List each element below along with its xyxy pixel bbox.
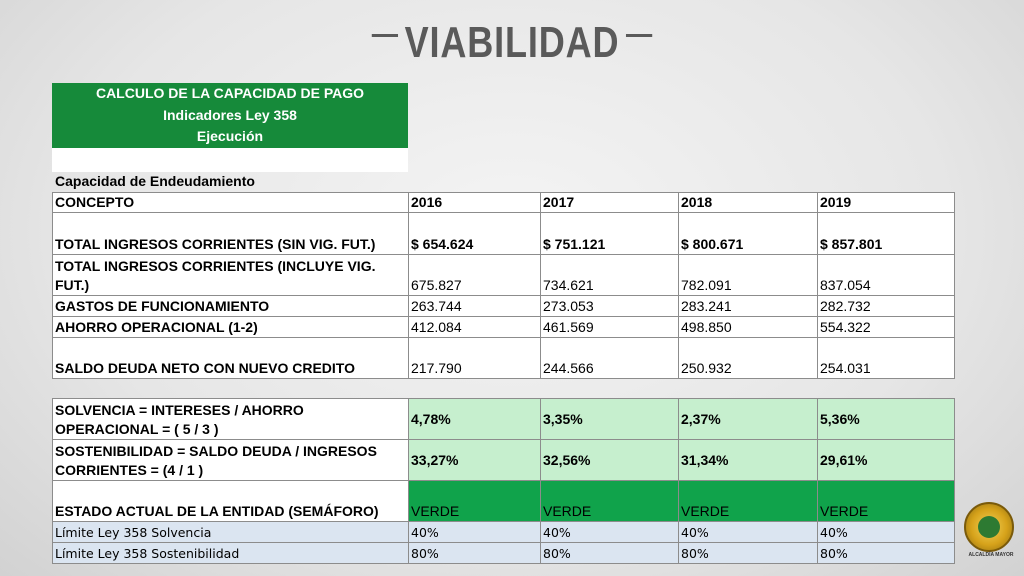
header-year: 2017 [540, 192, 679, 213]
seal-line-1: ALCALDÍA MAYOR [968, 552, 1014, 558]
row-value: 217.790 [408, 337, 541, 379]
city-seal-logo [964, 502, 1014, 552]
status-badge: VERDE [540, 480, 679, 522]
row-label: GASTOS DE FUNCIONAMIENTO [52, 295, 409, 317]
status-badge: VERDE [408, 480, 541, 522]
title-dash-right [625, 33, 653, 37]
status-badge: VERDE [678, 480, 818, 522]
row-label: Límite Ley 358 Sostenibilidad [52, 542, 409, 564]
table-row: Límite Ley 358 Sostenibilidad 80% 80% 80… [52, 542, 955, 564]
table-header-row: CONCEPTO 2016 2017 2018 2019 [52, 192, 955, 213]
row-value: 412.084 [408, 316, 541, 338]
row-value: 29,61% [817, 439, 955, 481]
header-line-2: Indicadores Ley 358 [163, 106, 297, 123]
row-value: 33,27% [408, 439, 541, 481]
row-value: 675.827 [408, 254, 541, 296]
header-year: 2018 [678, 192, 818, 213]
row-value: 837.054 [817, 254, 955, 296]
row-value: 31,34% [678, 439, 818, 481]
row-value: 461.569 [540, 316, 679, 338]
row-value: 282.732 [817, 295, 955, 317]
row-value: 263.744 [408, 295, 541, 317]
header-spacer [52, 148, 408, 172]
status-badge: VERDE [817, 480, 955, 522]
row-value: 40% [817, 521, 955, 543]
table-row: GASTOS DE FUNCIONAMIENTO 263.744 273.053… [52, 295, 955, 317]
row-value: 80% [540, 542, 679, 564]
capacity-header-box: CALCULO DE LA CAPACIDAD DE PAGO Indicado… [52, 83, 408, 148]
row-value: $ 654.624 [408, 212, 541, 255]
row-value: 40% [540, 521, 679, 543]
row-label: TOTAL INGRESOS CORRIENTES (SIN VIG. FUT.… [52, 212, 409, 255]
row-value: 283.241 [678, 295, 818, 317]
header-concepto: CONCEPTO [52, 192, 409, 213]
title-text: VIABILIDAD [404, 18, 620, 67]
table-row: SALDO DEUDA NETO CON NUEVO CREDITO 217.7… [52, 337, 955, 379]
section-label: Capacidad de Endeudamiento [55, 173, 255, 189]
header-year: 2016 [408, 192, 541, 213]
row-value: 782.091 [678, 254, 818, 296]
row-value: $ 751.121 [540, 212, 679, 255]
row-value: 5,36% [817, 398, 955, 440]
row-label: SOLVENCIA = INTERESES / AHORRO OPERACION… [52, 398, 409, 440]
table-row: TOTAL INGRESOS CORRIENTES (INCLUYE VIG. … [52, 254, 955, 296]
row-value: 2,37% [678, 398, 818, 440]
row-label: Límite Ley 358 Solvencia [52, 521, 409, 543]
table-row: AHORRO OPERACIONAL (1-2) 412.084 461.569… [52, 316, 955, 338]
seal-center [978, 516, 1000, 538]
debt-capacity-table: CONCEPTO 2016 2017 2018 2019 TOTAL INGRE… [52, 192, 955, 379]
row-value: $ 857.801 [817, 212, 955, 255]
row-value: 273.053 [540, 295, 679, 317]
indicators-table: SOLVENCIA = INTERESES / AHORRO OPERACION… [52, 398, 955, 564]
row-value: 80% [817, 542, 955, 564]
row-value: 554.322 [817, 316, 955, 338]
table-row: TOTAL INGRESOS CORRIENTES (SIN VIG. FUT.… [52, 212, 955, 255]
row-label: ESTADO ACTUAL DE LA ENTIDAD (SEMÁFORO) [52, 480, 409, 522]
row-value: $ 800.671 [678, 212, 818, 255]
table-row: ESTADO ACTUAL DE LA ENTIDAD (SEMÁFORO) V… [52, 480, 955, 522]
row-value: 80% [678, 542, 818, 564]
row-value: 32,56% [540, 439, 679, 481]
row-label: SALDO DEUDA NETO CON NUEVO CREDITO [52, 337, 409, 379]
row-value: 498.850 [678, 316, 818, 338]
title-dash-left [371, 33, 399, 37]
row-value: 4,78% [408, 398, 541, 440]
row-label: AHORRO OPERACIONAL (1-2) [52, 316, 409, 338]
row-value: 254.031 [817, 337, 955, 379]
row-label: TOTAL INGRESOS CORRIENTES (INCLUYE VIG. … [52, 254, 409, 296]
row-value: 3,35% [540, 398, 679, 440]
row-value: 80% [408, 542, 541, 564]
slide-title: VIABILIDAD [92, 18, 932, 68]
seal-caption: ALCALDÍA MAYOR [958, 552, 1024, 558]
table-row: SOSTENIBILIDAD = SALDO DEUDA / INGRESOS … [52, 439, 955, 481]
row-value: 250.932 [678, 337, 818, 379]
table-row: Límite Ley 358 Solvencia 40% 40% 40% 40% [52, 521, 955, 543]
header-line-1: CALCULO DE LA CAPACIDAD DE PAGO [95, 85, 365, 101]
row-value: 734.621 [540, 254, 679, 296]
header-year: 2019 [817, 192, 955, 213]
row-value: 40% [408, 521, 541, 543]
header-line-3: Ejecución [196, 128, 264, 144]
table-row: SOLVENCIA = INTERESES / AHORRO OPERACION… [52, 398, 955, 440]
row-value: 40% [678, 521, 818, 543]
row-value: 244.566 [540, 337, 679, 379]
row-label: SOSTENIBILIDAD = SALDO DEUDA / INGRESOS … [52, 439, 409, 481]
